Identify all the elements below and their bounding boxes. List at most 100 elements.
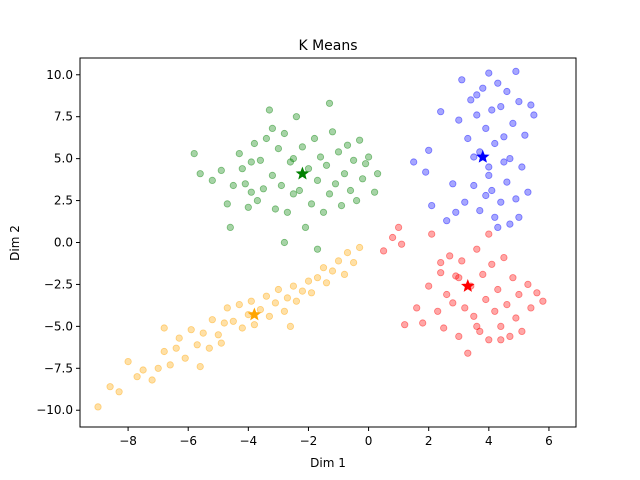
cluster-green-point (298, 143, 306, 151)
cluster-blue-point (482, 191, 490, 200)
cluster-green-point (235, 150, 243, 158)
cluster-blue-point (479, 84, 487, 92)
cluster-blue-point (428, 202, 436, 210)
cluster-red-point (533, 289, 541, 297)
cluster-red-point (440, 324, 448, 332)
cluster-green-point (295, 186, 303, 195)
cluster-orange-point (265, 312, 273, 320)
cluster-red-point (437, 269, 445, 277)
cluster-red-point (461, 304, 469, 312)
cluster-orange-point (289, 282, 297, 290)
cluster-blue-point (485, 69, 493, 77)
cluster-orange-point (262, 292, 270, 300)
cluster-green-point (316, 153, 325, 161)
cluster-blue-point (500, 158, 508, 166)
cluster-blue-point (497, 198, 505, 206)
cluster-blue-point (518, 163, 526, 171)
cluster-red-point (488, 260, 496, 268)
x-tick-label: 0 (365, 434, 373, 448)
cluster-blue-point (512, 195, 520, 203)
cluster-red-point (473, 245, 481, 253)
cluster-red-point (470, 312, 478, 320)
cluster-red-point (449, 299, 457, 307)
y-tick-label: −10.0 (36, 403, 73, 417)
cluster-blue-point (515, 213, 523, 221)
cluster-orange-point (235, 300, 243, 309)
cluster-orange-point (238, 324, 246, 332)
cluster-red-point (482, 295, 490, 304)
cluster-blue-point (530, 111, 538, 119)
cluster-green-point (217, 166, 225, 174)
y-tick-label: −2.5 (44, 277, 73, 291)
cluster-blue-point (491, 213, 499, 221)
cluster-red-point (434, 307, 442, 315)
cluster-red-point (401, 321, 409, 329)
cluster-blue-point (464, 134, 472, 143)
cluster-green-point (238, 165, 246, 173)
cluster-green-point (250, 139, 258, 148)
cluster-orange-point (304, 277, 313, 285)
cluster-red-point (518, 327, 526, 335)
cluster-blue-point (410, 158, 418, 166)
cluster-blue-point (452, 208, 460, 216)
x-tick-label: −4 (239, 434, 257, 448)
x-axis-ticks: −8 −6 −4 −2 0 2 4 6 (119, 427, 553, 448)
cluster-green-point (223, 200, 231, 208)
y-tick-label: 2.5 (54, 194, 73, 208)
cluster-red-point (452, 272, 460, 280)
cluster-orange-point (133, 373, 141, 381)
cluster-orange-point (298, 287, 306, 295)
cluster-orange-center-star (247, 307, 262, 321)
y-tick-label: 5.0 (54, 152, 73, 166)
cluster-centers (247, 149, 490, 321)
y-axis-ticks: −10.0 −7.5 −5.0 −2.5 0.0 2.5 5.0 7.5 10.0 (36, 68, 80, 417)
cluster-green-point (229, 181, 237, 190)
cluster-green-point (307, 200, 316, 208)
cluster-green-point (364, 153, 373, 161)
cluster-green-point (343, 141, 352, 149)
cluster-blue-point (524, 188, 532, 196)
cluster-blue-point (506, 220, 514, 228)
cluster-green-point (253, 197, 261, 205)
cluster-green-point (283, 208, 291, 216)
cluster-blue-point (506, 155, 514, 163)
cluster-red-point (476, 327, 484, 335)
cluster-orange-point (286, 322, 294, 330)
cluster-blue-point (488, 186, 496, 195)
cluster-green-point (268, 124, 276, 132)
cluster-orange-point (322, 279, 331, 287)
cluster-green-point (334, 148, 343, 156)
cluster-red-point (497, 336, 505, 344)
x-tick-label: 6 (545, 434, 553, 448)
cluster-blue-center-star (476, 149, 490, 163)
cluster-green-point (244, 203, 252, 211)
cluster-red-point (491, 307, 499, 315)
cluster-red-point (479, 270, 487, 278)
cluster-orange-point (124, 357, 132, 366)
cluster-green-point (256, 156, 264, 164)
cluster-orange-point (292, 297, 300, 305)
cluster-blue-point (503, 87, 511, 96)
cluster-blue-point (437, 108, 445, 116)
cluster-red-point (497, 322, 505, 330)
cluster-red-point (524, 280, 532, 288)
cluster-orange-point (160, 347, 168, 356)
cluster-orange-point (280, 307, 288, 315)
cluster-green-point (304, 165, 313, 173)
cluster-green-point (280, 129, 288, 138)
cluster-red-point (446, 252, 454, 260)
cluster-orange-point (139, 366, 147, 374)
cluster-red-point (437, 258, 445, 267)
cluster-orange-point (115, 388, 123, 396)
cluster-green-point (325, 190, 334, 198)
cluster-green-point (358, 175, 367, 183)
cluster-red-point (458, 257, 466, 265)
cluster-red-point (464, 349, 472, 357)
cluster-green-point (322, 161, 331, 169)
chart-title: K Means (298, 38, 357, 54)
cluster-red-point (500, 254, 508, 262)
cluster-orange-point (199, 329, 207, 337)
cluster-red-point (428, 230, 436, 238)
